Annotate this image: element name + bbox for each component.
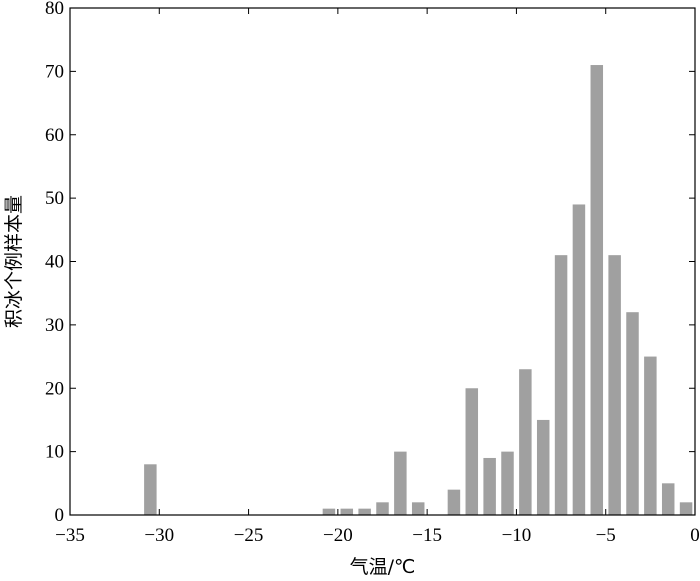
bar <box>679 502 693 515</box>
y-tick-label: 40 <box>45 252 64 273</box>
bar <box>536 419 550 515</box>
bar <box>661 483 675 515</box>
bar <box>554 255 568 515</box>
bar <box>483 457 496 515</box>
x-tick-label: −25 <box>234 525 264 546</box>
bar <box>608 255 621 515</box>
x-tick-label: −15 <box>412 525 442 546</box>
x-axis-title: 气温/℃ <box>350 556 416 578</box>
y-tick-label: 80 <box>45 0 64 19</box>
bar <box>322 508 336 515</box>
bar <box>465 388 479 515</box>
bar <box>626 312 639 515</box>
x-tick-label: 0 <box>690 525 700 546</box>
y-tick-label: 20 <box>45 378 64 399</box>
bar <box>144 464 157 515</box>
bar <box>590 65 604 515</box>
bar <box>572 204 586 515</box>
bar <box>358 508 371 515</box>
y-tick-label: 30 <box>45 315 64 336</box>
bar <box>340 508 354 515</box>
x-tick-label: −10 <box>502 525 532 546</box>
bar <box>394 451 407 515</box>
y-tick-label: 0 <box>55 505 65 526</box>
y-tick-label: 10 <box>45 442 64 463</box>
bar <box>501 451 514 515</box>
x-tick-label: −20 <box>323 525 353 546</box>
y-tick-label: 70 <box>45 61 64 82</box>
x-tick-label: −5 <box>596 525 616 546</box>
tick-labels-group: −35 −30 −25 −20 −15 −10 −5 0 0 10 20 30 40 50 60 70 80 <box>45 0 700 546</box>
y-axis-title: 积冰个例样本量 <box>3 195 25 328</box>
bar <box>644 356 657 515</box>
y-tick-label: 50 <box>45 188 64 209</box>
x-tick-label: −35 <box>55 525 85 546</box>
bar <box>447 489 461 515</box>
ticks-group <box>69 7 696 516</box>
bars-group <box>144 65 693 515</box>
bar <box>411 502 425 515</box>
bar <box>376 502 389 515</box>
y-tick-label: 60 <box>45 125 64 146</box>
x-tick-label: −30 <box>144 525 174 546</box>
bar <box>519 369 532 515</box>
